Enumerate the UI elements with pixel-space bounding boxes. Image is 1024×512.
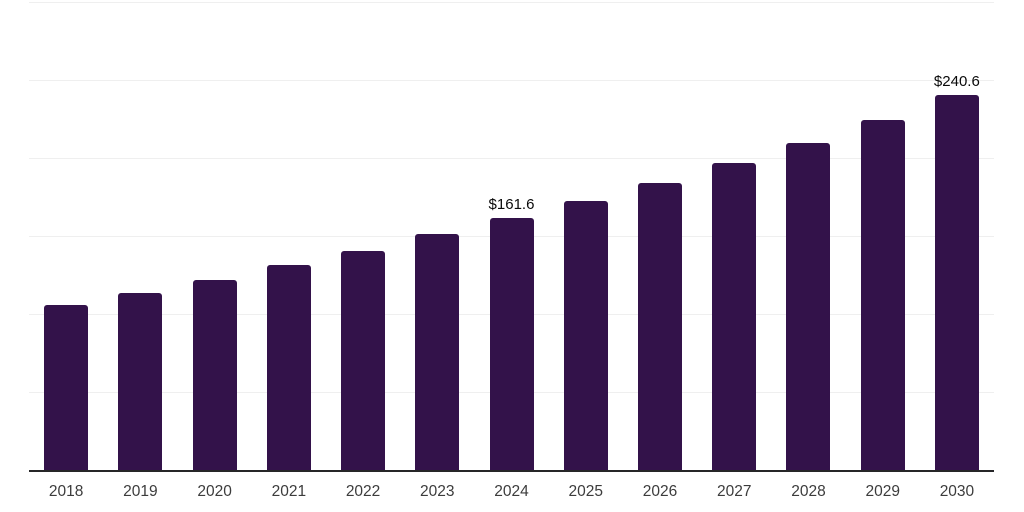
bar-2027 xyxy=(712,163,757,470)
bar-2026 xyxy=(637,183,682,470)
x-tick-label-2024: 2024 xyxy=(494,483,529,500)
x-tick-label-2029: 2029 xyxy=(865,483,900,500)
x-tick-label-2018: 2018 xyxy=(48,483,84,500)
bar-2028 xyxy=(786,142,831,470)
x-tick-label-2030: 2030 xyxy=(939,483,975,500)
x-tick-label-2026: 2026 xyxy=(642,483,678,500)
bar-2023 xyxy=(415,233,460,470)
bar-2025 xyxy=(563,201,608,470)
x-axis-labels: 2018 2019 2020 2021 2022 2023 2024 2025 2026 2027… xyxy=(29,483,994,501)
x-tick-label-2023: 2023 xyxy=(420,483,455,500)
bar-2020 xyxy=(192,279,237,470)
bar-2022 xyxy=(341,250,386,470)
x-tick-label-2028: 2028 xyxy=(791,483,826,500)
x-tick-label-2027: 2027 xyxy=(716,483,752,500)
x-tick-label-2019: 2019 xyxy=(123,483,158,500)
bar-2030 xyxy=(934,94,979,470)
bar-2024 xyxy=(489,217,534,470)
bar-2021 xyxy=(266,265,311,470)
bar-2018 xyxy=(44,305,89,470)
data-label-2024: $161.6 xyxy=(488,195,535,213)
gridline-200 xyxy=(29,157,994,159)
plot-area: $161.6 $240.6 xyxy=(29,1,994,472)
x-tick-label-2021: 2021 xyxy=(271,483,307,500)
gridline-300 xyxy=(29,1,994,3)
data-label-2030: $240.6 xyxy=(933,72,980,90)
bar-2029 xyxy=(860,119,905,470)
x-tick-label-2020: 2020 xyxy=(197,483,232,500)
x-tick-label-2025: 2025 xyxy=(568,483,603,500)
x-tick-label-2022: 2022 xyxy=(345,483,381,500)
bar-2019 xyxy=(118,293,163,470)
gridline-250 xyxy=(29,79,994,81)
